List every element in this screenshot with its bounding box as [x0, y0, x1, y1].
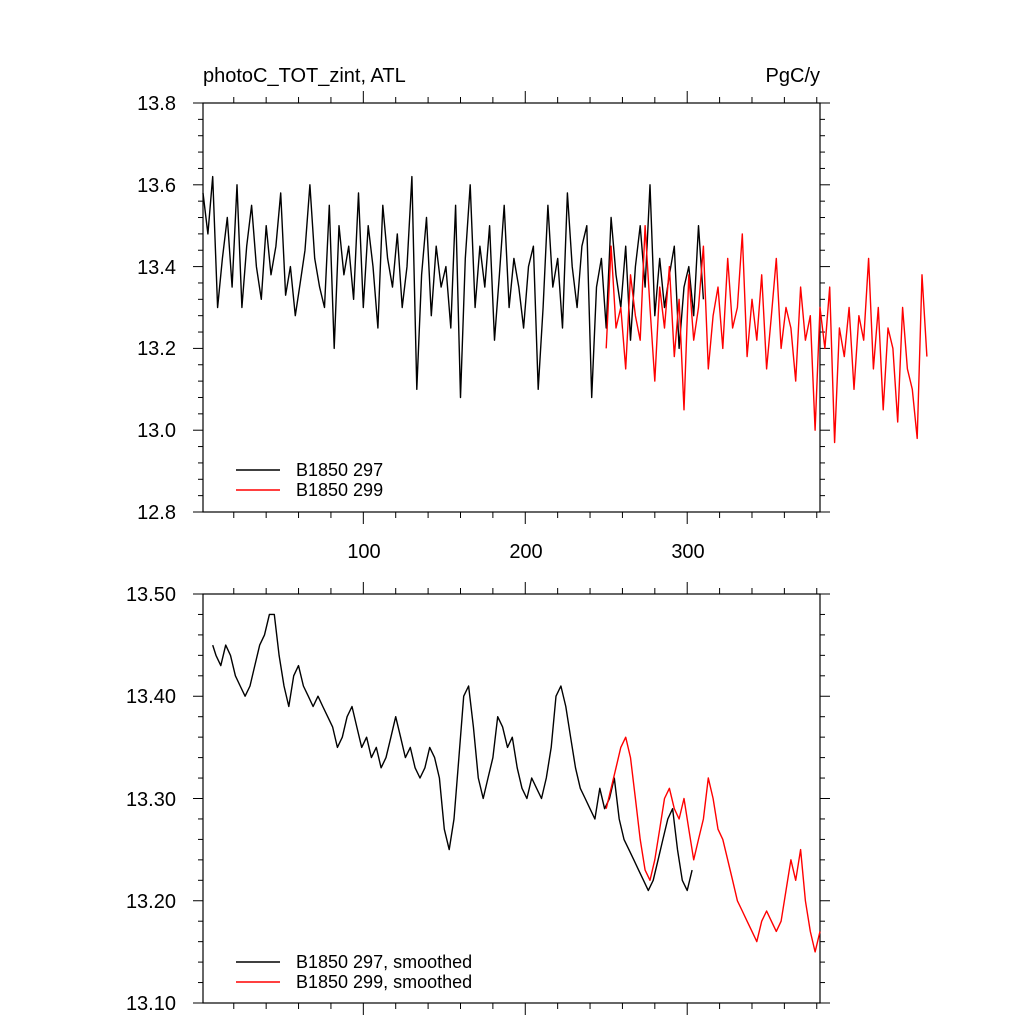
- bottom-series-b1850-297-line: [212, 613, 693, 892]
- top-y-tick-label: 13.6: [137, 175, 176, 197]
- bottom-series-lines: [212, 613, 821, 953]
- top-units: PgC/y: [766, 65, 820, 87]
- top-x-tick-label: 300: [671, 541, 704, 563]
- bottom-axis-ticks: [193, 582, 830, 1015]
- bottom-y-tick-label: 13.30: [126, 789, 176, 811]
- top-series-b1850-299-line: [605, 224, 928, 444]
- top-y-tick-label: 13.2: [137, 338, 176, 360]
- bottom-y-tick-label: 13.50: [126, 584, 176, 606]
- bottom-series-b1850-299-line: [605, 736, 821, 953]
- top-legend-label-299: B1850 299: [296, 480, 383, 500]
- bottom-y-tick-label: 13.20: [126, 891, 176, 913]
- top-x-tick-labels: 100 200 300: [347, 541, 704, 563]
- top-x-tick-label: 200: [509, 541, 542, 563]
- bottom-y-tick-label: 13.10: [126, 993, 176, 1015]
- top-y-tick-label: 12.8: [137, 502, 176, 524]
- top-y-tick-label: 13.4: [137, 257, 176, 279]
- top-axis-ticks: [193, 91, 830, 524]
- top-x-tick-label: 100: [347, 541, 380, 563]
- bottom-y-tick-labels: 13.10 13.20 13.30 13.40 13.50: [126, 584, 176, 1015]
- top-y-tick-label: 13.0: [137, 420, 176, 442]
- top-title: photoC_TOT_zint, ATL: [203, 65, 406, 87]
- top-series-b1850-297-line: [202, 175, 705, 399]
- top-series-lines: [202, 175, 928, 444]
- top-y-tick-label: 13.8: [137, 93, 176, 115]
- bottom-legend-label-299: B1850 299, smoothed: [296, 972, 472, 992]
- bottom-plot-frame: [202, 593, 821, 1004]
- top-legend: B1850 297 B1850 299: [236, 460, 383, 500]
- bottom-legend: B1850 297, smoothed B1850 299, smoothed: [236, 952, 472, 992]
- top-y-tick-labels: 12.8 13.0 13.2 13.4 13.6 13.8: [137, 93, 176, 524]
- top-legend-label-297: B1850 297: [296, 460, 383, 480]
- bottom-y-tick-label: 13.40: [126, 686, 176, 708]
- top-plot-frame: [202, 102, 821, 513]
- bottom-legend-label-297: B1850 297, smoothed: [296, 952, 472, 972]
